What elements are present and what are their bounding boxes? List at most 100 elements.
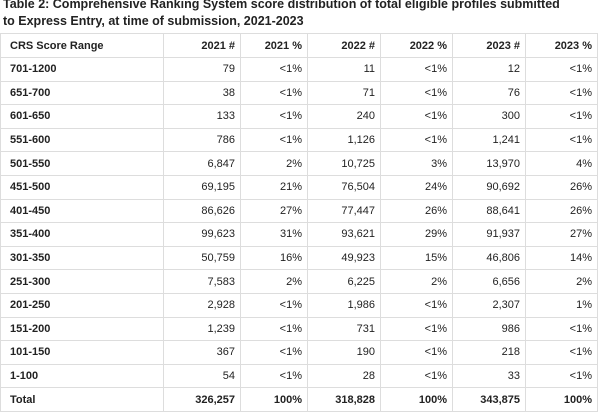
table-cell: <1% — [240, 80, 308, 106]
table-cell: 88,641 — [452, 198, 526, 224]
table-cell: 190 — [307, 340, 381, 365]
table-cell: 24% — [380, 174, 453, 200]
table-cell: 26% — [380, 198, 453, 224]
data-table: CRS Score Range 2021 #2021 % 2022 #2022 % 2… — [0, 33, 598, 412]
table-cell: <1% — [525, 57, 598, 82]
table-cell: 28 — [307, 363, 381, 389]
column-header: 2023 # — [452, 33, 526, 58]
table-title: Table 2: Comprehensive Ranking System sc… — [3, 0, 560, 28]
table-cell: <1% — [240, 104, 308, 129]
table-cell: 6,656 — [452, 269, 526, 294]
table-cell: <1% — [525, 316, 598, 342]
table-cell: <1% — [240, 316, 308, 342]
table-cell: <1% — [525, 127, 598, 153]
table-cell: 21% — [240, 174, 308, 200]
table-cell: 2% — [240, 151, 308, 176]
row-label: 201-250 — [0, 292, 164, 318]
table-cell: 133 — [163, 104, 241, 129]
table-row: 701-1200 79 <1% 11 <1% 12 <1% — [0, 57, 598, 82]
row-label: 551-600 — [0, 127, 164, 153]
row-label: 451-500 — [0, 174, 164, 200]
table-cell: 6,225 — [307, 269, 381, 294]
table-row: 351-400 99,623 31% 93,621 29% 91,937 27% — [0, 222, 598, 247]
table-cell: 4% — [525, 151, 598, 176]
table-cell: <1% — [525, 340, 598, 365]
table-cell: 326,257 — [163, 387, 241, 412]
table-cell: 2,928 — [163, 292, 241, 318]
table-cell: <1% — [380, 292, 453, 318]
table-row: 501-550 6,847 2% 10,725 3% 13,970 4% — [0, 151, 598, 176]
table-cell: 77,447 — [307, 198, 381, 224]
column-header: CRS Score Range — [0, 33, 164, 58]
table-cell: 31% — [240, 222, 308, 247]
row-label: 251-300 — [0, 269, 164, 294]
table-row: 451-500 69,195 21% 76,504 24% 90,692 26% — [0, 174, 598, 200]
table-row: 551-600 786 <1% 1,126 <1% 1,241 <1% — [0, 127, 598, 153]
row-label: 1-100 — [0, 363, 164, 389]
column-header: 2023 % — [525, 33, 598, 58]
table-cell: <1% — [380, 340, 453, 365]
table-cell: 69,195 — [163, 174, 241, 200]
row-label: 151-200 — [0, 316, 164, 342]
table-cell: 318,828 — [307, 387, 381, 412]
row-label: 101-150 — [0, 340, 164, 365]
table-cell: <1% — [380, 104, 453, 129]
table-cell: 1,239 — [163, 316, 241, 342]
table-cell: 46,806 — [452, 245, 526, 271]
table-cell: 367 — [163, 340, 241, 365]
table-cell: 26% — [525, 198, 598, 224]
table-cell: 1,986 — [307, 292, 381, 318]
table-cell: 1% — [525, 292, 598, 318]
table-cell: 1,241 — [452, 127, 526, 153]
table-cell: 71 — [307, 80, 381, 106]
table-cell: 10,725 — [307, 151, 381, 176]
table-row: 401-450 86,626 27% 77,447 26% 88,641 26% — [0, 198, 598, 224]
table-cell: 13,970 — [452, 151, 526, 176]
table-cell: 54 — [163, 363, 241, 389]
table-cell: 26% — [525, 174, 598, 200]
table-row: 301-350 50,759 16% 49,923 15% 46,806 14% — [0, 245, 598, 271]
column-header: 2021 # — [163, 33, 241, 58]
table-cell: 99,623 — [163, 222, 241, 247]
table-cell: 2,307 — [452, 292, 526, 318]
table-cell: 38 — [163, 80, 241, 106]
column-header: 2022 # — [307, 33, 381, 58]
row-label: Total — [0, 387, 164, 412]
table-cell: 93,621 — [307, 222, 381, 247]
table-cell: 2% — [380, 269, 453, 294]
table-cell: <1% — [525, 80, 598, 106]
table-cell: 90,692 — [452, 174, 526, 200]
table-cell: 100% — [380, 387, 453, 412]
table-body: 701-1200 79 <1% 11 <1% 12 <1% 651-700 38 <1% 71 <1%… — [0, 57, 598, 412]
table-cell: <1% — [380, 363, 453, 389]
header-row: CRS Score Range 2021 #2021 % 2022 #2022 % 2… — [0, 33, 598, 58]
table-cell: 79 — [163, 57, 241, 82]
table-row: 601-650 133 <1% 240 <1% 300 <1% — [0, 104, 598, 129]
table-cell: <1% — [240, 57, 308, 82]
table-cell: 100% — [525, 387, 598, 412]
row-label: 401-450 — [0, 198, 164, 224]
table-cell: <1% — [525, 363, 598, 389]
table-cell: 27% — [525, 222, 598, 247]
table-cell: <1% — [240, 127, 308, 153]
table-cell: 100% — [240, 387, 308, 412]
table-cell: 3% — [380, 151, 453, 176]
table-cell: 786 — [163, 127, 241, 153]
table-cell: 49,923 — [307, 245, 381, 271]
table-row: 1-100 54 <1% 28 <1% 33 <1% — [0, 363, 598, 389]
table-cell: 2% — [525, 269, 598, 294]
table-cell: <1% — [240, 363, 308, 389]
row-label: 601-650 — [0, 104, 164, 129]
table-cell: 29% — [380, 222, 453, 247]
table-cell: <1% — [525, 104, 598, 129]
table-cell: <1% — [380, 57, 453, 82]
table-cell: <1% — [380, 316, 453, 342]
table-cell: 986 — [452, 316, 526, 342]
table-cell: 12 — [452, 57, 526, 82]
table-cell: 300 — [452, 104, 526, 129]
table-cell: 15% — [380, 245, 453, 271]
table-cell: 76,504 — [307, 174, 381, 200]
table-cell: 731 — [307, 316, 381, 342]
row-label: 651-700 — [0, 80, 164, 106]
